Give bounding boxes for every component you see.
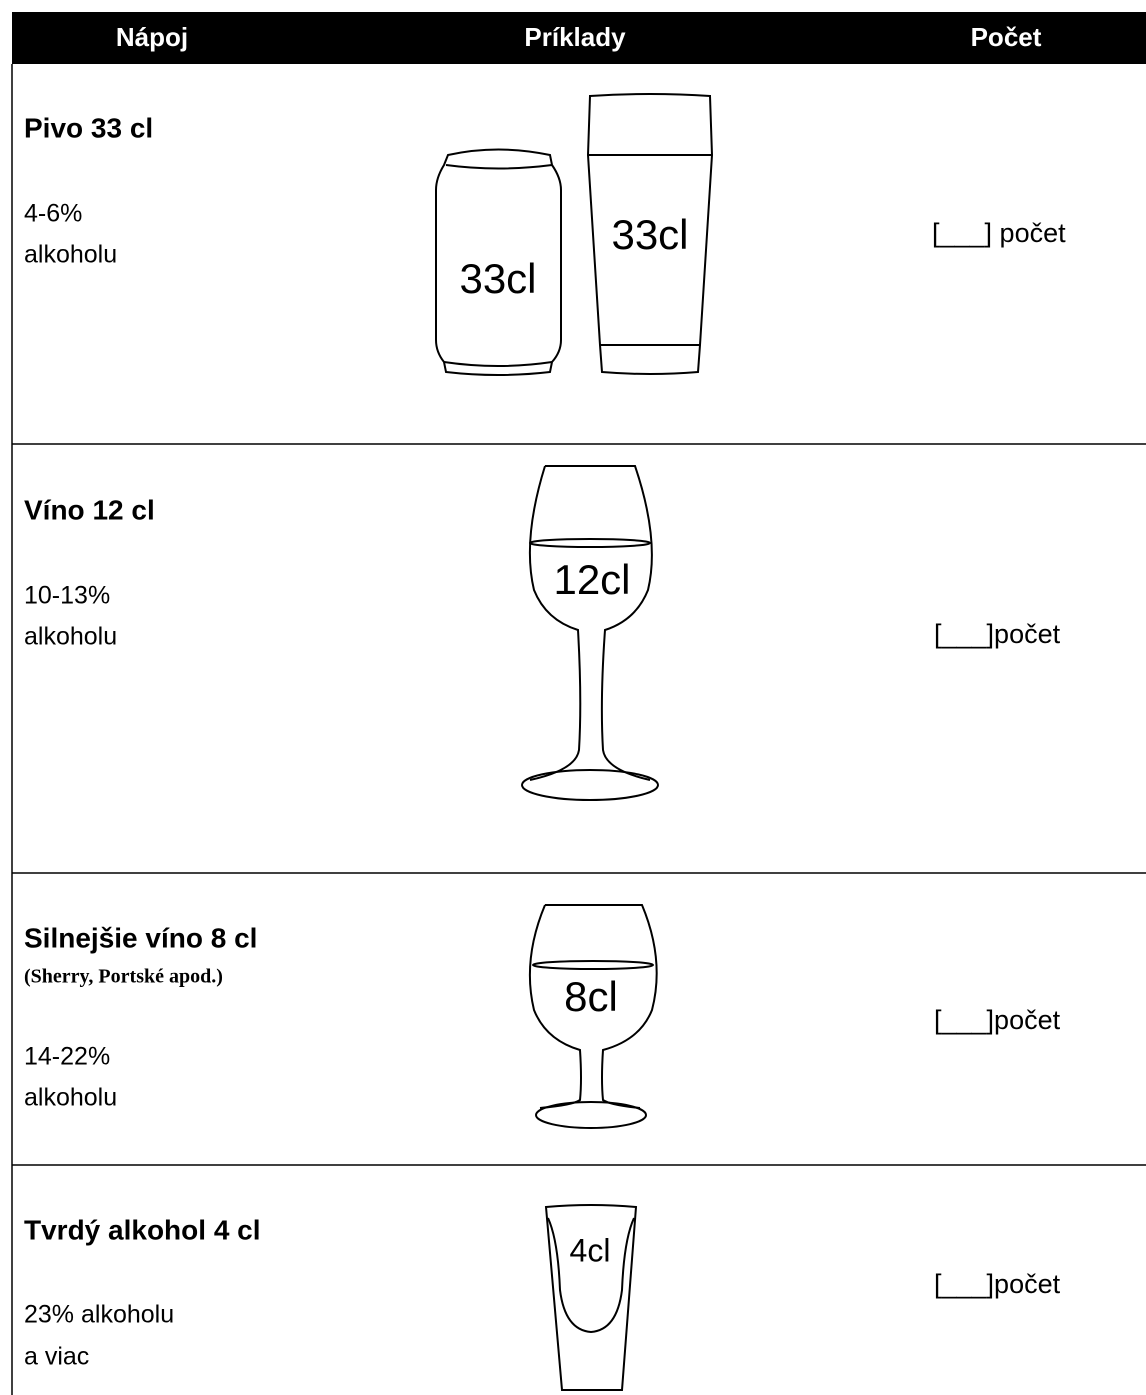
example-label: 33cl: [611, 211, 688, 258]
drink-title: Silnejšie víno 8 cl: [24, 922, 257, 953]
example-label: 4cl: [570, 1232, 611, 1268]
drink-detail: 10-13%: [24, 582, 110, 610]
count-field: [___]počet: [934, 1005, 1061, 1035]
drink-note: (Sherry, Portské apod.): [24, 966, 223, 988]
column-header: Príklady: [524, 22, 626, 52]
example-label: 12cl: [553, 556, 630, 603]
count-field: [___]počet: [934, 619, 1061, 649]
example-label: 8cl: [564, 973, 618, 1020]
drink-title: Pivo 33 cl: [24, 112, 153, 143]
drink-detail: a viac: [24, 1343, 89, 1371]
drink-title: Tvrdý alkohol 4 cl: [24, 1214, 261, 1245]
drink-detail: alkoholu: [24, 623, 117, 651]
column-header: Nápoj: [116, 22, 188, 52]
drink-title: Víno 12 cl: [24, 494, 155, 525]
drink-detail: alkoholu: [24, 241, 117, 269]
wine-glass-drawing: [522, 466, 658, 800]
count-field: [___] počet: [932, 218, 1066, 248]
drink-detail: 14-22%: [24, 1043, 110, 1071]
example-label: 33cl: [459, 255, 536, 302]
drink-table: Nápoj Príklady Počet Pivo 33 cl 4-6% alk…: [0, 0, 1146, 1395]
drink-detail: 23% alkoholu: [24, 1301, 174, 1329]
count-field: [___]počet: [934, 1269, 1061, 1299]
page: {"header":{"columns":["Nápoj","Príklady"…: [0, 0, 1146, 1395]
drink-detail: 4-6%: [24, 200, 82, 228]
drink-detail: alkoholu: [24, 1084, 117, 1112]
column-header: Počet: [971, 22, 1042, 52]
